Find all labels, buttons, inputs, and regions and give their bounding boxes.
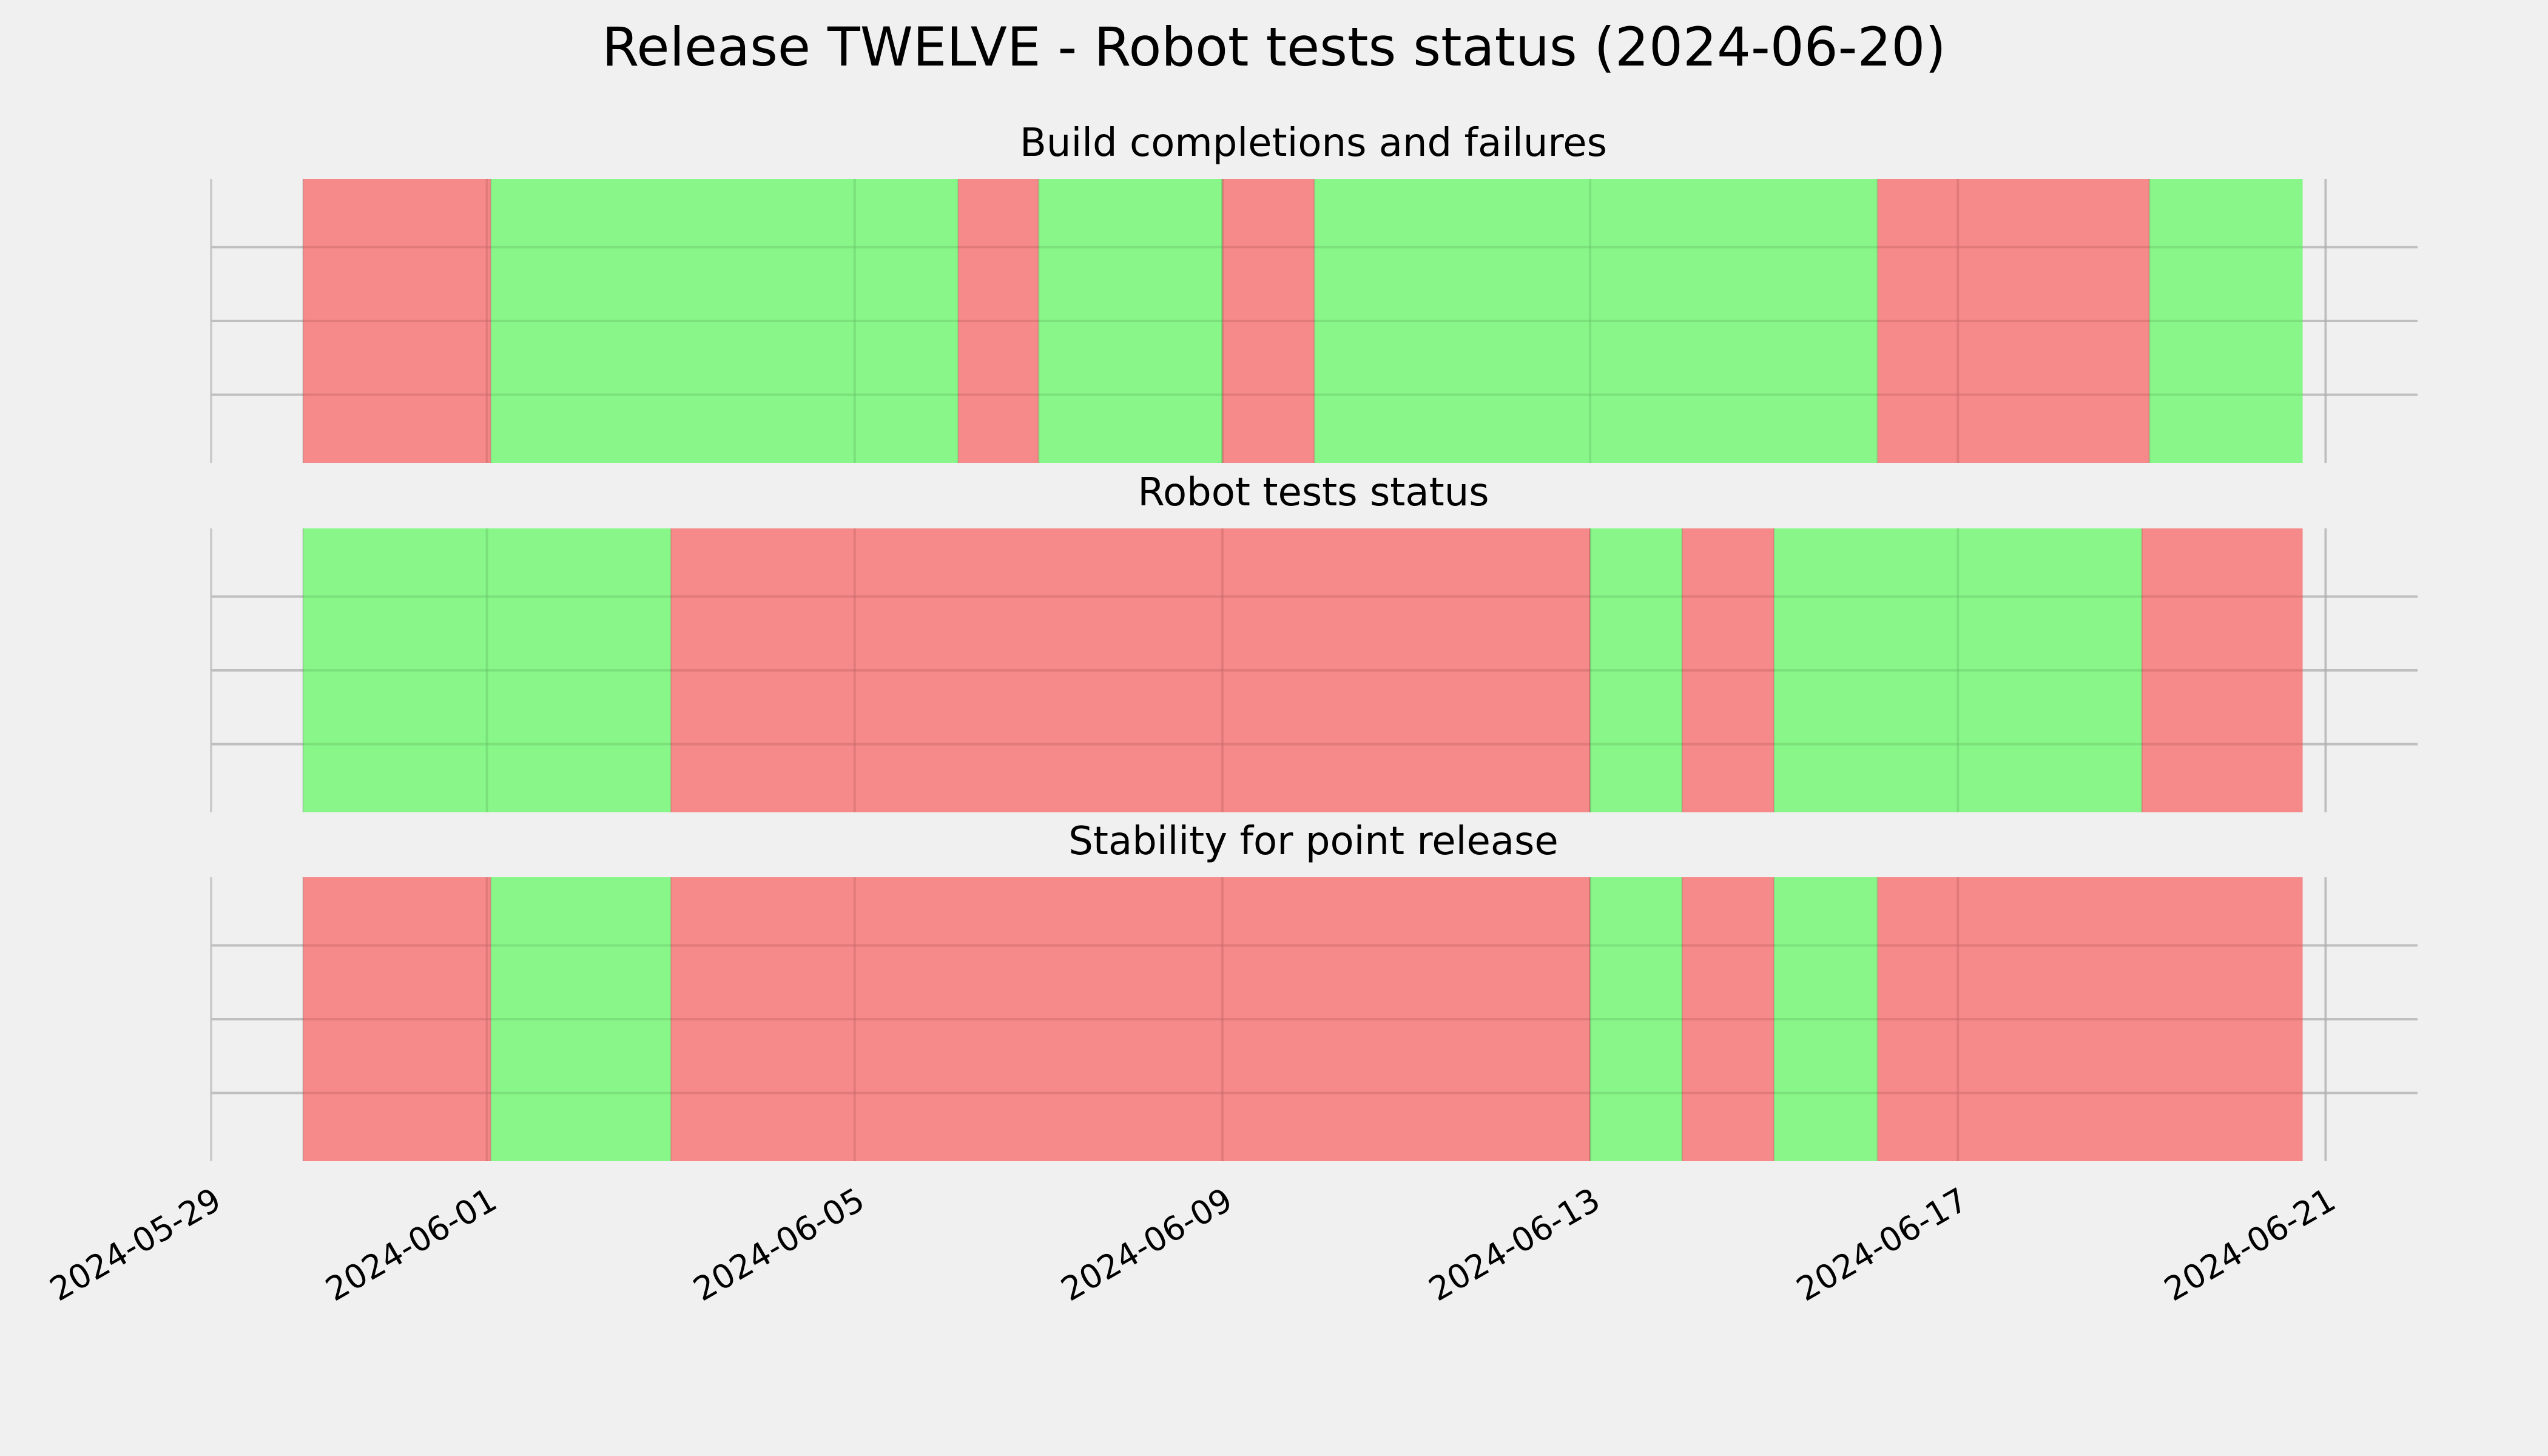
status-segment-fail (670, 528, 1591, 812)
status-segment-pass (490, 179, 959, 463)
x-tick-label: 2024-05-29 (43, 1181, 227, 1309)
status-segment-fail (1877, 179, 2150, 463)
x-tick-label: 2024-06-05 (687, 1181, 871, 1309)
status-segment-fail (1222, 179, 1315, 463)
panel-title: Stability for point release (1068, 819, 1559, 864)
status-segment-pass (1038, 179, 1222, 463)
status-segment-pass (303, 528, 671, 812)
status-segment-pass (1774, 528, 2142, 812)
x-tick-label: 2024-06-17 (1790, 1181, 1974, 1309)
status-segment-fail (1682, 877, 1774, 1161)
x-tick-label: 2024-06-21 (2158, 1181, 2342, 1309)
x-tick-label: 2024-06-13 (1423, 1181, 1606, 1309)
status-segment-fail (303, 877, 491, 1161)
panel-title: Build completions and failures (1020, 121, 1607, 166)
status-segment-pass (1314, 179, 1878, 463)
status-segment-fail (2142, 528, 2303, 812)
status-segment-pass (2149, 179, 2303, 463)
panel-title: Robot tests status (1138, 470, 1489, 515)
status-segment-fail (1682, 528, 1774, 812)
status-segment-fail (1877, 877, 2303, 1161)
status-segment-pass (490, 877, 671, 1161)
status-segment-fail (303, 179, 491, 463)
status-segment-fail (670, 877, 1591, 1161)
status-segment-pass (1590, 528, 1682, 812)
status-segment-pass (1590, 877, 1682, 1161)
status-segment-fail (958, 179, 1039, 463)
x-tick-label: 2024-06-01 (319, 1181, 503, 1309)
status-segment-pass (1774, 877, 1878, 1161)
chart-title: Release TWELVE - Robot tests status (202… (602, 16, 1946, 78)
x-tick-label: 2024-06-09 (1054, 1181, 1238, 1309)
